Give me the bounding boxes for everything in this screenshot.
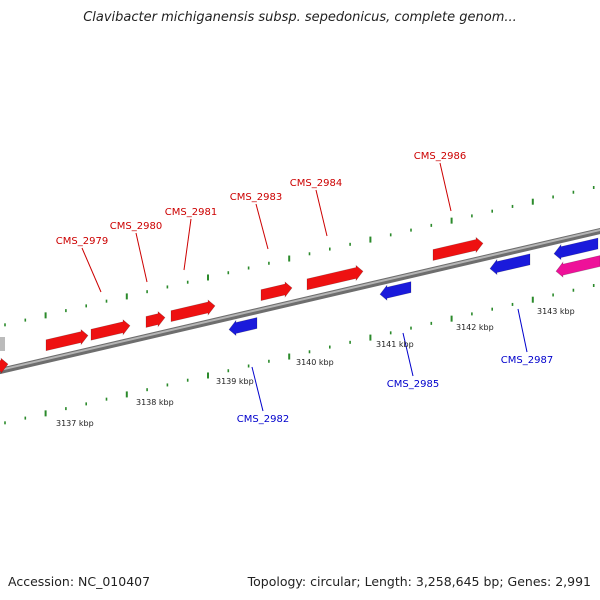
highlighted-gene-arrow (555, 255, 600, 278)
forward-gene-label: CMS_2979 (56, 236, 108, 247)
kbp-tick-label: 3142 kbp (456, 323, 494, 332)
label-leaders (81, 162, 528, 412)
forward-gene-label: CMS_2986 (414, 151, 466, 162)
reverse-gene-label: CMS_2982 (237, 414, 289, 425)
forward-gene-label: CMS_2984 (290, 178, 342, 189)
kbp-tick-label: 3141 kbp (376, 340, 414, 349)
forward-label-leader (255, 203, 269, 250)
reverse-gene-arrow (553, 237, 599, 261)
backbone-line (0, 228, 600, 372)
reverse-gene-label: CMS_2985 (387, 379, 439, 390)
reverse-label-leader (517, 308, 528, 353)
kbp-tick-label: 3138 kbp (136, 398, 174, 407)
forward-gene-arrow (170, 299, 216, 322)
reverse-label-leader (251, 366, 264, 412)
kbp-tick-label: 3140 kbp (296, 358, 334, 367)
reverse-gene-label: CMS_2987 (501, 355, 553, 366)
reverse-label-leader (402, 332, 414, 377)
forward-gene-arrow (145, 310, 166, 328)
forward-gene-arrow (45, 328, 89, 352)
other-gene-feature (0, 337, 5, 351)
backbone-group (0, 227, 600, 375)
forward-label-leader (135, 232, 148, 283)
kbp-tick-label: 3137 kbp (56, 419, 94, 428)
kbp-tick-label: 3139 kbp (216, 377, 254, 386)
forward-gene-arrow (306, 264, 364, 291)
reverse-gene-arrow (489, 253, 531, 276)
genome-summary-text: Topology: circular; Length: 3,258,645 bp… (247, 574, 591, 589)
forward-gene-label: CMS_2980 (110, 221, 162, 232)
kbp-tick-label: 3143 kbp (537, 307, 575, 316)
reverse-gene-arrow (228, 317, 258, 337)
forward-label-leader (439, 162, 452, 212)
forward-label-leader (315, 189, 328, 237)
accession-text: Accession: NC_010407 (8, 574, 151, 589)
map-title: Clavibacter michiganensis subsp. sepedon… (83, 10, 517, 25)
forward-gene-label: CMS_2983 (230, 192, 282, 203)
gene-features (0, 236, 600, 375)
forward-label-leader (183, 218, 192, 271)
reverse-gene-arrow (379, 281, 412, 301)
forward-gene-arrow (0, 357, 9, 375)
label-texts: 3137 kbp 3138 kbp 3139 kbp 3140 kbp 3141 kbp… (56, 151, 575, 428)
forward-gene-label: CMS_2981 (165, 207, 217, 218)
forward-gene-arrow (432, 236, 484, 261)
forward-gene-arrow (260, 281, 293, 301)
tick-tracks (4, 185, 595, 425)
forward-label-leader (81, 247, 102, 293)
forward-gene-arrow (90, 319, 131, 341)
